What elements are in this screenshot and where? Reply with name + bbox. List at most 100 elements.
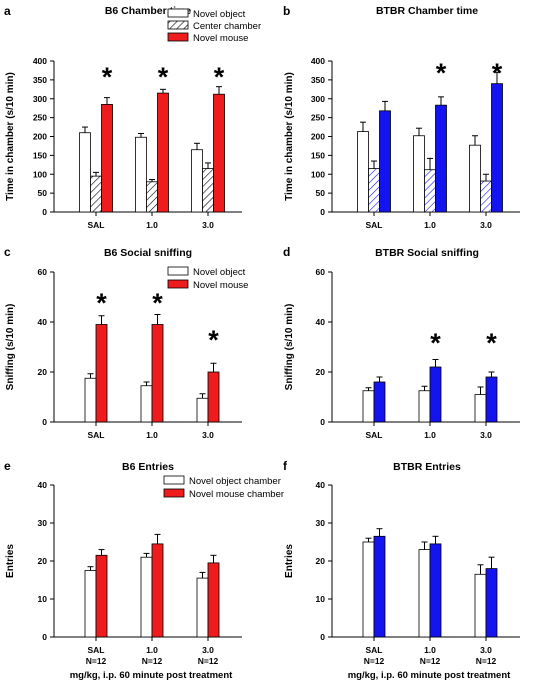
- x-tick-label: SAL: [88, 430, 105, 440]
- bar-novel-object-chamber: [84, 570, 97, 638]
- bar-novel-mouse: [491, 83, 503, 213]
- bar-novel-object: [469, 144, 481, 213]
- bar-novel-object-chamber: [474, 573, 487, 638]
- y-tick-label: 300: [33, 94, 47, 104]
- y-tick-label: 50: [38, 188, 48, 198]
- x-tick-label: 1.0: [146, 430, 158, 440]
- legend-label: Novel mouse: [193, 280, 248, 291]
- bar-novel-mouse: [213, 93, 225, 213]
- bar-novel-mouse: [429, 366, 442, 423]
- bar-center-chamber: [90, 175, 102, 213]
- significance-star: *: [158, 62, 169, 92]
- y-tick-label: 0: [42, 417, 47, 427]
- y-tick-label: 200: [33, 132, 47, 142]
- legend-label: Novel mouse chamber: [189, 489, 284, 500]
- panel-title: BTBR Chamber time: [376, 5, 478, 17]
- bar-novel-object: [357, 131, 369, 213]
- bar-novel-object: [474, 394, 487, 423]
- bar-center-chamber: [480, 180, 492, 213]
- y-tick-label: 0: [320, 632, 325, 642]
- y-tick-label: 60: [38, 267, 48, 277]
- x-tick-label: 1.0: [424, 645, 436, 655]
- y-tick-label: 0: [320, 417, 325, 427]
- x-tick-sublabel: N=12: [420, 656, 441, 666]
- y-tick-label: 0: [42, 207, 47, 217]
- y-axis-label: Entries: [284, 544, 295, 578]
- panel-e: e B6 EntriesEntries010203040SALN=121.0N=1…: [4, 459, 284, 681]
- bar-novel-object: [191, 149, 203, 213]
- y-tick-label: 350: [33, 75, 47, 85]
- x-tick-label: 3.0: [480, 220, 492, 230]
- y-tick-label: 100: [311, 169, 325, 179]
- bar-novel-mouse-chamber: [429, 543, 442, 638]
- x-tick-sublabel: N=12: [86, 656, 107, 666]
- y-axis-label: Sniffing (s/10 min): [284, 304, 295, 391]
- panel-d: d BTBR Social sniffing Sniffing (s/10 min)…: [283, 245, 520, 440]
- bar-novel-object: [196, 397, 209, 423]
- bar-novel-object-chamber: [140, 556, 153, 638]
- legend-swatch: [163, 475, 185, 485]
- y-axis-label: Time in chamber (s/10 min): [5, 72, 16, 201]
- panel-f: f BTBR EntriesEntries010203040SALN=121.0N…: [283, 459, 520, 681]
- significance-star: *: [208, 325, 219, 355]
- y-tick-label: 300: [311, 94, 325, 104]
- panel-title: B6 Entries: [122, 461, 174, 473]
- y-tick-label: 20: [38, 367, 48, 377]
- bar-novel-mouse: [379, 110, 391, 213]
- bar-novel-mouse-chamber: [207, 562, 220, 638]
- bar-center-chamber: [424, 169, 436, 213]
- x-axis-caption: mg/kg, i.p. 60 minute post treatment: [70, 670, 233, 681]
- bar-novel-object: [135, 136, 147, 213]
- legend-label: Novel object: [193, 9, 246, 20]
- legend-swatch: [167, 20, 189, 30]
- legend-swatch: [167, 32, 189, 42]
- y-tick-label: 20: [316, 556, 326, 566]
- y-tick-label: 40: [38, 480, 48, 490]
- bar-novel-object: [418, 390, 431, 423]
- x-tick-label: 1.0: [424, 220, 436, 230]
- y-tick-label: 60: [316, 267, 326, 277]
- bar-novel-mouse: [373, 381, 386, 423]
- y-tick-label: 100: [33, 169, 47, 179]
- legend-swatch: [167, 266, 189, 276]
- bar-novel-object: [84, 377, 97, 423]
- legend-label: Novel mouse: [193, 33, 248, 44]
- bar-center-chamber: [368, 168, 380, 213]
- significance-star: *: [152, 288, 163, 318]
- panel-title: BTBR Social sniffing: [375, 247, 479, 259]
- legend-label: Novel object chamber: [189, 476, 281, 487]
- x-tick-label: 3.0: [480, 430, 492, 440]
- bar-novel-object-chamber: [418, 549, 431, 638]
- x-tick-label: SAL: [366, 645, 383, 655]
- y-tick-label: 40: [316, 317, 326, 327]
- bar-novel-mouse-chamber: [485, 568, 498, 638]
- y-tick-label: 150: [33, 150, 47, 160]
- bar-novel-object-chamber: [362, 541, 375, 638]
- bar-novel-mouse: [95, 324, 108, 423]
- x-tick-sublabel: N=12: [476, 656, 497, 666]
- bar-novel-object: [413, 135, 425, 213]
- significance-star: *: [492, 58, 503, 88]
- significance-star: *: [486, 328, 497, 358]
- x-tick-label: 3.0: [202, 430, 214, 440]
- x-tick-sublabel: N=12: [364, 656, 385, 666]
- y-tick-label: 20: [316, 367, 326, 377]
- panel-title: B6 Social sniffing: [104, 247, 192, 259]
- panel-title: BTBR Entries: [393, 461, 461, 473]
- panel-label: f: [283, 459, 288, 473]
- y-axis-label: Sniffing (s/10 min): [5, 304, 16, 391]
- x-tick-label: SAL: [366, 430, 383, 440]
- x-tick-label: SAL: [88, 645, 105, 655]
- bar-novel-object: [362, 390, 375, 423]
- bar-novel-mouse: [157, 92, 169, 213]
- bar-novel-mouse-chamber: [95, 554, 108, 638]
- x-tick-sublabel: N=12: [142, 656, 163, 666]
- bar-center-chamber: [202, 168, 214, 213]
- y-tick-label: 10: [316, 594, 326, 604]
- y-tick-label: 150: [311, 150, 325, 160]
- legend-swatch: [163, 488, 185, 498]
- x-tick-label: 1.0: [146, 220, 158, 230]
- x-tick-label: 3.0: [202, 645, 214, 655]
- panel-label: e: [4, 459, 11, 473]
